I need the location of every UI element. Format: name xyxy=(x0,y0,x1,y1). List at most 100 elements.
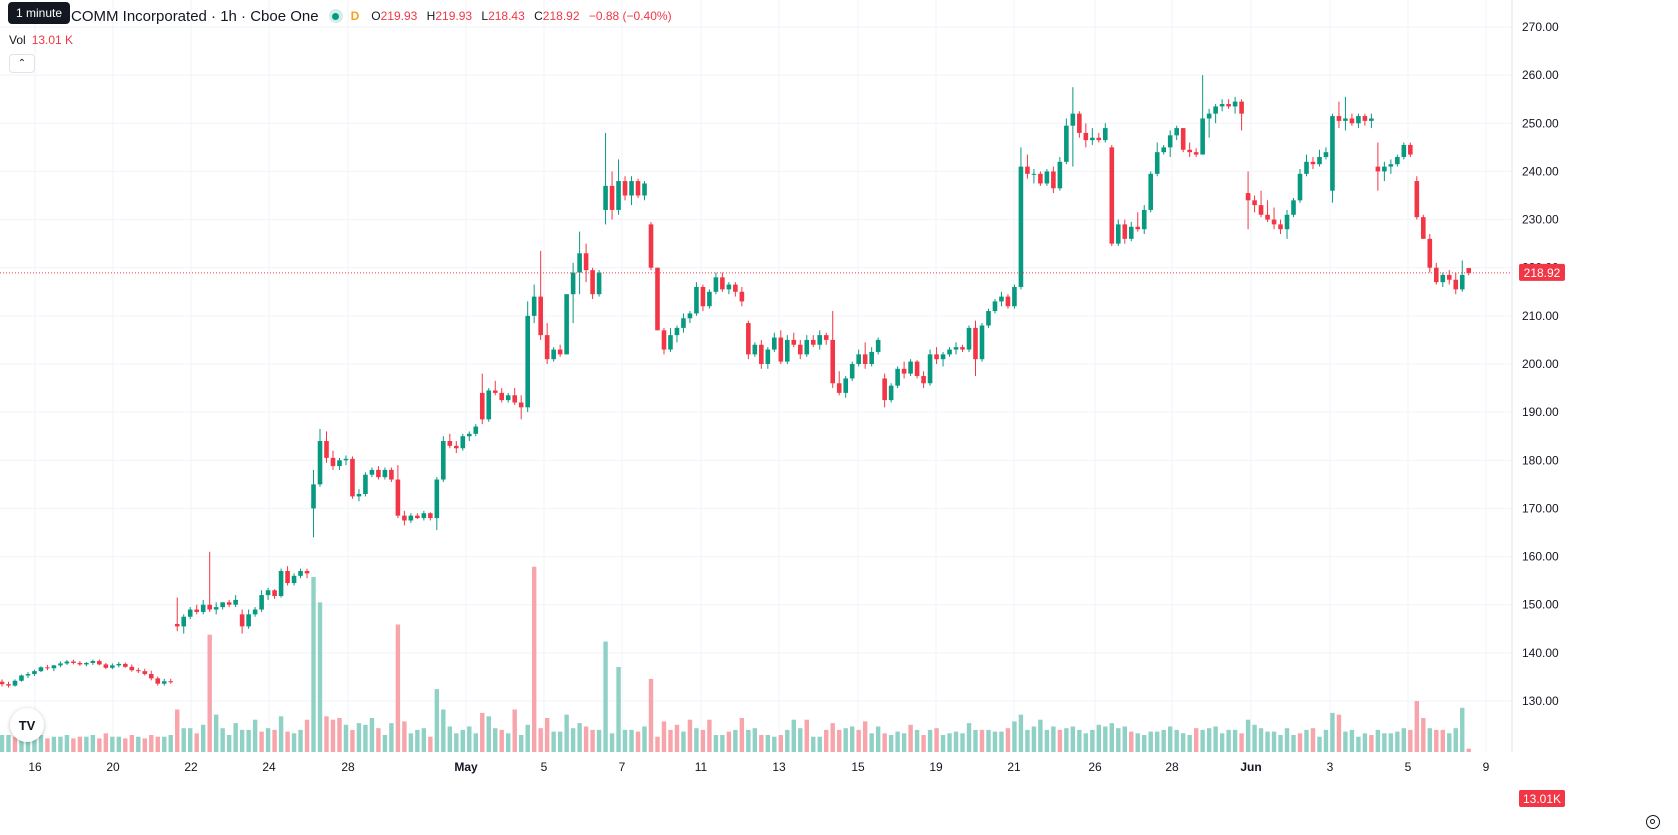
candle-body xyxy=(1122,224,1128,239)
candle-body xyxy=(1141,209,1147,230)
y-tick-label: 170.00 xyxy=(1522,501,1559,515)
candle-body xyxy=(45,667,50,669)
candle-body xyxy=(784,339,790,362)
volume-bar xyxy=(830,723,835,752)
tradingview-logo[interactable]: TV xyxy=(10,708,44,742)
volume-bar xyxy=(350,729,355,752)
candle-body xyxy=(285,571,290,584)
candle-body xyxy=(135,670,141,672)
volume-bar xyxy=(382,735,388,752)
interval-tooltip: 1 minute xyxy=(8,2,71,24)
candle-body xyxy=(213,607,219,610)
volume-bar xyxy=(882,733,887,752)
volume-bar xyxy=(149,735,154,752)
market-status-icon[interactable] xyxy=(328,9,343,23)
volume-bar xyxy=(272,729,277,752)
x-tick-label: 21 xyxy=(1007,760,1021,774)
volume-bar xyxy=(1460,707,1465,752)
volume-bar xyxy=(291,733,297,752)
volume-bar xyxy=(428,736,433,752)
candle-body xyxy=(960,347,965,350)
volume-bar xyxy=(1031,726,1037,752)
candle-body xyxy=(1193,152,1199,155)
volume-bar xyxy=(1323,729,1329,752)
candle-body xyxy=(1440,274,1446,283)
volume-legend[interactable]: Vol 13.01 K xyxy=(9,33,73,47)
candle-body xyxy=(1336,116,1342,121)
candle-body xyxy=(1031,173,1037,175)
volume-bar xyxy=(233,723,238,752)
x-tick-label: Jun xyxy=(1240,760,1261,774)
volume-bar xyxy=(583,726,589,752)
candle-body xyxy=(58,663,63,666)
candle-body xyxy=(661,330,667,350)
x-tick-label: 15 xyxy=(851,760,865,774)
candle-body xyxy=(291,575,297,584)
volume-bar xyxy=(1103,726,1108,752)
gear-icon[interactable] xyxy=(1646,815,1660,829)
candle-body xyxy=(1187,149,1192,153)
volume-bar xyxy=(1232,729,1238,752)
volume-bar xyxy=(843,728,848,752)
volume-bar xyxy=(1161,729,1166,752)
volume-bar xyxy=(1083,733,1089,752)
volume-bar xyxy=(875,726,881,752)
x-tick-label: 3 xyxy=(1327,760,1334,774)
candle-body xyxy=(791,339,797,345)
volume-bar xyxy=(493,728,498,752)
candle-body xyxy=(402,515,407,521)
candle-body xyxy=(713,277,719,292)
candle-body xyxy=(479,392,485,420)
volume-bar xyxy=(869,733,874,752)
volume-bar xyxy=(1369,735,1374,752)
candle-body xyxy=(856,354,861,364)
candle-body xyxy=(590,270,595,295)
candle-body xyxy=(1382,166,1387,172)
volume-bar xyxy=(1421,718,1426,752)
candle-body xyxy=(1421,217,1426,239)
volume-bar xyxy=(123,738,128,752)
volume-bar xyxy=(1077,729,1082,752)
candle-body xyxy=(499,392,505,401)
candle-body xyxy=(200,604,206,612)
candle-body xyxy=(1206,113,1212,119)
candle-body xyxy=(1252,200,1257,206)
volume-bar xyxy=(888,735,894,752)
candle-body xyxy=(1362,116,1368,121)
volume-bar xyxy=(363,724,368,752)
volume-bar xyxy=(791,719,796,752)
candle-body xyxy=(746,323,751,355)
collapse-legend-button[interactable]: ⌃ xyxy=(9,54,35,73)
candle-body xyxy=(174,623,180,627)
volume-bar xyxy=(622,729,628,752)
candle-body xyxy=(1115,224,1121,244)
candle-body xyxy=(739,291,745,302)
volume-bar xyxy=(973,729,978,752)
candle-body xyxy=(1297,173,1303,201)
volume-bar xyxy=(940,735,946,752)
volume-bar xyxy=(570,728,576,752)
volume-bar xyxy=(811,736,816,752)
volume-bar xyxy=(519,735,524,752)
symbol-title[interactable]: COMM Incorporated · 1h · Cboe One xyxy=(71,7,319,25)
candle-body xyxy=(1245,193,1251,201)
volume-bar xyxy=(162,736,167,752)
y-tick-label: 260.00 xyxy=(1522,68,1559,82)
volume-label: Vol xyxy=(9,33,26,47)
candle-body xyxy=(1375,166,1381,172)
candle-body xyxy=(77,662,83,665)
candle-body xyxy=(1232,101,1238,107)
data-flag-icon[interactable]: D xyxy=(350,9,360,23)
volume-bar xyxy=(1447,733,1452,752)
volume-bar xyxy=(1271,731,1277,752)
candle-body xyxy=(921,376,926,384)
candle-body xyxy=(1239,101,1244,114)
volume-bar xyxy=(1382,733,1387,752)
volume-bar xyxy=(1129,731,1134,752)
volume-bar xyxy=(1310,728,1316,752)
volume-bar xyxy=(311,576,316,752)
y-tick-label: 130.00 xyxy=(1522,694,1559,708)
y-tick-label: 270.00 xyxy=(1522,20,1559,34)
candle-body xyxy=(6,684,11,686)
